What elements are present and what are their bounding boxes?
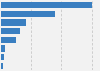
Bar bbox=[1, 63, 3, 69]
Bar bbox=[1, 37, 16, 43]
Bar bbox=[1, 28, 20, 34]
Bar bbox=[1, 45, 5, 52]
Bar bbox=[1, 19, 26, 26]
Bar bbox=[1, 2, 92, 8]
Bar bbox=[1, 54, 4, 60]
Bar bbox=[1, 11, 55, 17]
